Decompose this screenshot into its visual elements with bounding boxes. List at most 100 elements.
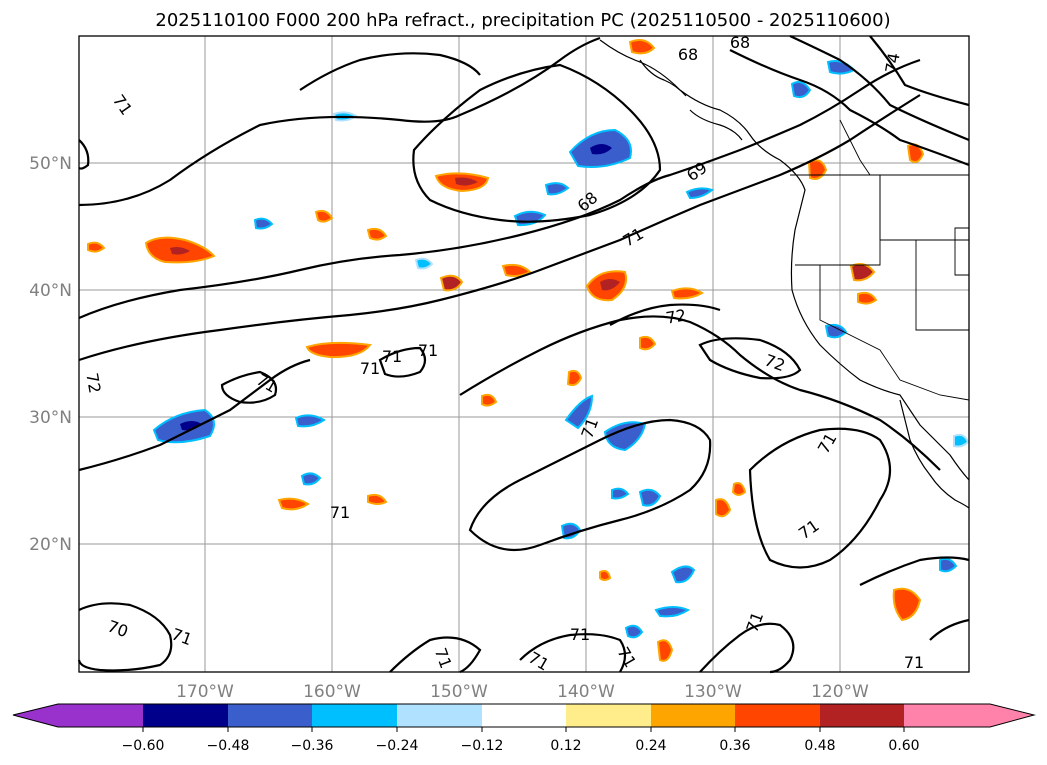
- contour-line: [859, 556, 970, 586]
- precip-patch: [501, 263, 532, 277]
- colorbar-tick-label: −0.24: [376, 738, 419, 754]
- contour-line: [459, 315, 941, 471]
- contour-label: 71: [330, 503, 350, 522]
- border: [915, 240, 969, 331]
- coastlines: [599, 39, 970, 509]
- precip-patch: [564, 394, 594, 430]
- contour-label: 68: [730, 33, 750, 52]
- contour-label: 74: [881, 51, 903, 74]
- precip-patch: [731, 482, 747, 496]
- colorbar-extend-high: [990, 704, 1034, 727]
- lat-label-40n: 40°N: [29, 281, 72, 301]
- precip-patch: [170, 247, 190, 255]
- precip-patch: [939, 557, 958, 573]
- precip-patch: [87, 241, 106, 253]
- precip-patch: [849, 263, 876, 282]
- lon-label-150w: 150°W: [430, 682, 488, 702]
- contour-line: [729, 49, 970, 167]
- precip-patch: [892, 587, 922, 622]
- contour-line: [78, 94, 921, 362]
- chart-title: 2025110100 F000 200 hPa refract., precip…: [155, 10, 890, 31]
- precip-patch: [253, 217, 274, 230]
- precip-patch: [600, 279, 620, 291]
- coastline: [639, 59, 687, 97]
- precip-patch: [628, 39, 656, 55]
- precip-patch: [715, 498, 732, 518]
- precip-patch: [566, 369, 583, 387]
- colorbar-bin: [143, 704, 228, 727]
- precip-patch: [455, 177, 478, 186]
- precip-patch: [414, 257, 434, 270]
- colorbar-outline: [12, 703, 1036, 728]
- contour-line: [378, 346, 427, 378]
- contour-label: 71: [360, 359, 380, 378]
- lon-label-130w: 130°W: [684, 682, 742, 702]
- contour-line: [929, 618, 970, 641]
- precip-patch: [590, 144, 612, 155]
- contour-line: [299, 52, 481, 91]
- colorbar-tick-label: 0.24: [635, 738, 666, 754]
- precip-patch: [670, 287, 704, 300]
- contour-label: 71: [418, 341, 438, 360]
- colorbar-bin: [58, 704, 143, 727]
- colorbar-tick-label: 0.12: [550, 738, 581, 754]
- precip-patch: [367, 493, 388, 505]
- colorbar-tick-label: 0.48: [804, 738, 835, 754]
- contour-label: 72: [82, 371, 104, 394]
- lon-label-120w: 120°W: [811, 682, 869, 702]
- lon-label-140w: 140°W: [557, 682, 615, 702]
- precip-patch: [300, 472, 322, 486]
- precip-patch: [314, 209, 334, 223]
- contour-line: [77, 602, 173, 672]
- precip-patch: [439, 274, 464, 292]
- precip-patch: [481, 393, 498, 407]
- precip-patch: [953, 433, 970, 448]
- precip-patch: [824, 323, 848, 339]
- colorbar-bin: [904, 704, 990, 727]
- colorbar-tick-label: −0.60: [122, 738, 165, 754]
- colorbar-extend-low: [13, 704, 58, 727]
- colorbar-bin: [312, 704, 397, 727]
- precip-patch: [624, 624, 644, 639]
- precip-patch: [277, 497, 310, 511]
- precip-patch: [685, 187, 715, 200]
- colorbar: −0.60 −0.48 −0.36 −0.24 −0.12 0.12 0.24 …: [12, 703, 1036, 754]
- colorbar-tick-label: 0.36: [719, 738, 750, 754]
- longitude-labels: 170°W 160°W 150°W 140°W 130°W 120°W: [176, 682, 869, 702]
- contour-label: 72: [664, 305, 687, 327]
- contour-line: [78, 358, 311, 472]
- precip-patch: [366, 227, 388, 241]
- precip-positive-patches: [87, 39, 925, 662]
- coastline: [599, 39, 970, 481]
- colorbar-bin: [228, 704, 312, 727]
- precip-patch: [599, 569, 612, 581]
- precip-patch: [639, 335, 657, 351]
- contour-line: [699, 622, 795, 674]
- contour-label: 71: [382, 347, 402, 366]
- coastline: [689, 109, 743, 141]
- map-frame: [78, 35, 970, 673]
- precip-patch: [656, 639, 674, 662]
- latitude-labels: 50°N 40°N 30°N 20°N: [29, 154, 72, 555]
- contour-line: [78, 139, 90, 170]
- precip-patch: [638, 488, 662, 507]
- lon-label-170w: 170°W: [176, 682, 234, 702]
- coastline: [899, 399, 970, 509]
- colorbar-bin: [651, 704, 735, 727]
- contour-line: [412, 63, 662, 223]
- colorbar-bin: [397, 704, 482, 727]
- precip-patch: [807, 159, 828, 180]
- map-panel: 68 68 74 71 68 69 71 72 72 71 71 71 72 7…: [77, 33, 970, 675]
- contour-label: 71: [570, 625, 590, 644]
- precip-patch: [305, 341, 372, 359]
- border: [819, 265, 970, 401]
- contour-label: 71: [904, 653, 924, 672]
- colorbar-bin: [820, 704, 904, 727]
- precip-patch: [603, 421, 647, 452]
- contour-line: [869, 35, 970, 107]
- colorbar-tick-label: −0.36: [291, 738, 334, 754]
- lat-label-50n: 50°N: [29, 154, 72, 174]
- lat-label-20n: 20°N: [29, 535, 72, 555]
- border: [839, 119, 871, 176]
- contour-label: 68: [678, 45, 698, 64]
